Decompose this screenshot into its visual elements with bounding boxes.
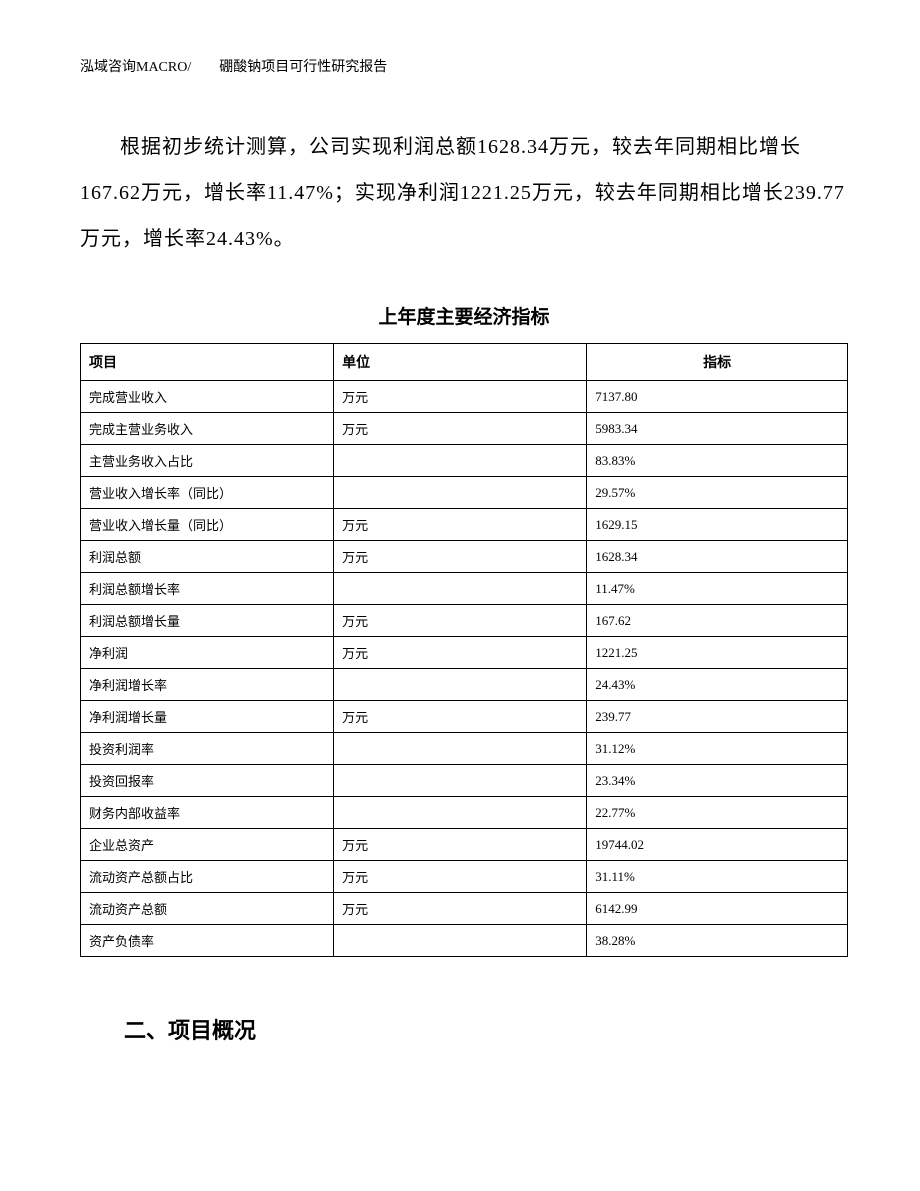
cell-value: 29.57% [587, 477, 848, 509]
cell-value: 23.34% [587, 765, 848, 797]
table-row: 财务内部收益率 22.77% [81, 797, 848, 829]
cell-value: 83.83% [587, 445, 848, 477]
table-row: 资产负债率 38.28% [81, 925, 848, 957]
cell-unit [334, 733, 587, 765]
cell-unit: 万元 [334, 509, 587, 541]
cell-unit: 万元 [334, 413, 587, 445]
cell-value: 11.47% [587, 573, 848, 605]
table-body: 完成营业收入万元7137.80完成主营业务收入万元5983.34主营业务收入占比… [81, 381, 848, 957]
table-row: 完成营业收入万元7137.80 [81, 381, 848, 413]
cell-unit [334, 797, 587, 829]
cell-unit [334, 445, 587, 477]
cell-value: 167.62 [587, 605, 848, 637]
cell-unit: 万元 [334, 893, 587, 925]
table-row: 净利润增长量万元239.77 [81, 701, 848, 733]
table-row: 流动资产总额万元6142.99 [81, 893, 848, 925]
table-row: 净利润万元1221.25 [81, 637, 848, 669]
cell-unit [334, 669, 587, 701]
table-row: 营业收入增长率（同比） 29.57% [81, 477, 848, 509]
section-heading: 二、项目概况 [80, 1013, 848, 1045]
cell-item: 投资利润率 [81, 733, 334, 765]
cell-value: 1629.15 [587, 509, 848, 541]
cell-value: 1221.25 [587, 637, 848, 669]
cell-item: 利润总额增长量 [81, 605, 334, 637]
cell-value: 31.11% [587, 861, 848, 893]
cell-value: 24.43% [587, 669, 848, 701]
table-row: 流动资产总额占比万元31.11% [81, 861, 848, 893]
table-row: 利润总额增长率 11.47% [81, 573, 848, 605]
cell-item: 企业总资产 [81, 829, 334, 861]
cell-item: 净利润 [81, 637, 334, 669]
cell-item: 净利润增长率 [81, 669, 334, 701]
table-row: 企业总资产万元19744.02 [81, 829, 848, 861]
cell-item: 主营业务收入占比 [81, 445, 334, 477]
cell-item: 利润总额 [81, 541, 334, 573]
cell-item: 营业收入增长率（同比） [81, 477, 334, 509]
cell-unit [334, 573, 587, 605]
cell-unit [334, 477, 587, 509]
table-row: 主营业务收入占比 83.83% [81, 445, 848, 477]
table-header-row: 项目 单位 指标 [81, 344, 848, 381]
table-row: 完成主营业务收入万元5983.34 [81, 413, 848, 445]
cell-value: 5983.34 [587, 413, 848, 445]
cell-item: 投资回报率 [81, 765, 334, 797]
cell-item: 完成主营业务收入 [81, 413, 334, 445]
cell-value: 31.12% [587, 733, 848, 765]
cell-unit [334, 765, 587, 797]
table-row: 投资回报率 23.34% [81, 765, 848, 797]
cell-item: 营业收入增长量（同比） [81, 509, 334, 541]
cell-value: 1628.34 [587, 541, 848, 573]
cell-item: 完成营业收入 [81, 381, 334, 413]
cell-item: 利润总额增长率 [81, 573, 334, 605]
table-row: 净利润增长率 24.43% [81, 669, 848, 701]
table-row: 营业收入增长量（同比）万元1629.15 [81, 509, 848, 541]
table-title: 上年度主要经济指标 [80, 302, 848, 329]
col-header-value: 指标 [587, 344, 848, 381]
cell-unit: 万元 [334, 541, 587, 573]
cell-unit: 万元 [334, 605, 587, 637]
table-row: 投资利润率 31.12% [81, 733, 848, 765]
table-row: 利润总额增长量万元167.62 [81, 605, 848, 637]
cell-value: 19744.02 [587, 829, 848, 861]
col-header-unit: 单位 [334, 344, 587, 381]
cell-item: 流动资产总额占比 [81, 861, 334, 893]
cell-item: 净利润增长量 [81, 701, 334, 733]
page-header: 泓域咨询MACRO/ 硼酸钠项目可行性研究报告 [80, 56, 848, 76]
cell-unit: 万元 [334, 701, 587, 733]
cell-value: 239.77 [587, 701, 848, 733]
cell-value: 38.28% [587, 925, 848, 957]
cell-unit: 万元 [334, 829, 587, 861]
cell-value: 6142.99 [587, 893, 848, 925]
table-row: 利润总额万元1628.34 [81, 541, 848, 573]
cell-unit: 万元 [334, 381, 587, 413]
cell-unit [334, 925, 587, 957]
cell-item: 流动资产总额 [81, 893, 334, 925]
col-header-item: 项目 [81, 344, 334, 381]
cell-item: 财务内部收益率 [81, 797, 334, 829]
cell-value: 22.77% [587, 797, 848, 829]
body-paragraph: 根据初步统计测算，公司实现利润总额1628.34万元，较去年同期相比增长167.… [80, 124, 848, 262]
cell-value: 7137.80 [587, 381, 848, 413]
cell-unit: 万元 [334, 861, 587, 893]
economic-indicator-table: 项目 单位 指标 完成营业收入万元7137.80完成主营业务收入万元5983.3… [80, 343, 848, 957]
cell-unit: 万元 [334, 637, 587, 669]
cell-item: 资产负债率 [81, 925, 334, 957]
